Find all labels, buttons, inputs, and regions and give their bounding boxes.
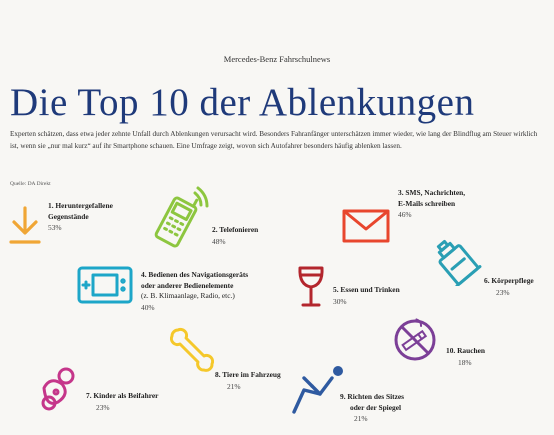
- item-4-label-line1: 4. Bedienen des Navigationsgeräts: [141, 270, 249, 279]
- list-item-6: 6. Körperpflege 23%: [484, 276, 534, 298]
- list-item-10: 10. Rauchen 18%: [446, 346, 485, 368]
- item-4-label-line2: oder anderer Bedienelemente: [141, 280, 234, 290]
- no-smoking-icon: [394, 318, 436, 361]
- item-5-label: 5. Essen und Trinken: [333, 285, 400, 294]
- item-3-percent: 46%: [398, 210, 412, 219]
- page-title: Die Top 10 der Ablenkungen: [10, 81, 475, 124]
- pacifier-icon: [41, 367, 75, 411]
- list-item-2: 2. Telefonieren 48%: [212, 225, 258, 247]
- list-item-9: 9. Richten des Sitzes oder der Spiegel 2…: [340, 392, 404, 425]
- item-8-percent: 21%: [227, 381, 241, 391]
- item-2-label: 2. Telefonieren: [212, 225, 259, 234]
- envelope-icon: [342, 209, 390, 243]
- item-10-label: 10. Rauchen: [446, 346, 486, 355]
- item-1-label-line2: Gegenstände: [48, 211, 89, 221]
- item-7-label: 7. Kinder als Beifahrer: [86, 391, 159, 400]
- item-8-label: 8. Tiere im Fahrzeug: [215, 370, 281, 379]
- item-2-percent: 48%: [212, 236, 226, 246]
- dog-bone-icon: [169, 327, 215, 372]
- list-item-5: 5. Essen und Trinken 30%: [333, 285, 400, 307]
- item-10-percent: 18%: [458, 357, 472, 367]
- list-item-8: 8. Tiere im Fahrzeug 21%: [215, 370, 281, 392]
- wine-glass-icon: [298, 266, 324, 307]
- item-3-label-line1: 3. SMS, Nachrichten,: [398, 188, 466, 197]
- item-1-label-line1: 1. Heruntergefallene: [48, 201, 113, 210]
- arrow-down-icon: [9, 206, 41, 244]
- item-6-label: 6. Körperpflege: [484, 276, 534, 285]
- list-item-4: 4. Bedienen des Navigationsgeräts oder a…: [141, 270, 248, 313]
- item-4-note: (z. B. Klimaanlage, Radio, etc.): [141, 291, 235, 300]
- item-4-percent: 40%: [141, 302, 155, 312]
- item-9-label-line1: 9. Richten des Sitzes: [340, 392, 405, 401]
- lotion-tube-icon: [436, 239, 482, 286]
- navigation-device-icon: [77, 266, 133, 304]
- intro-paragraph: Experten schätzen, dass etwa jeder zehnt…: [10, 130, 538, 150]
- item-3-label-line2: E-Mails schreiben: [398, 198, 456, 208]
- item-6-percent: 23%: [496, 287, 510, 297]
- item-7-percent: 23%: [96, 402, 110, 412]
- seated-person-icon: [292, 366, 343, 414]
- item-1-percent: 53%: [48, 223, 62, 232]
- list-item-3: 3. SMS, Nachrichten, E-Mails schreiben 4…: [398, 188, 465, 221]
- list-item-7: 7. Kinder als Beifahrer 23%: [86, 391, 158, 413]
- item-5-percent: 30%: [333, 296, 347, 306]
- publication-name: Mercedes-Benz Fahrschulnews: [223, 54, 331, 64]
- item-9-label-line2: oder der Spiegel: [350, 402, 402, 412]
- mobile-phone-icon: [154, 186, 209, 248]
- source-note: Quelle: DA Direkt: [10, 181, 51, 187]
- list-item-1: 1. Heruntergefallene Gegenstände 53%: [48, 201, 113, 234]
- item-9-percent: 21%: [354, 414, 368, 423]
